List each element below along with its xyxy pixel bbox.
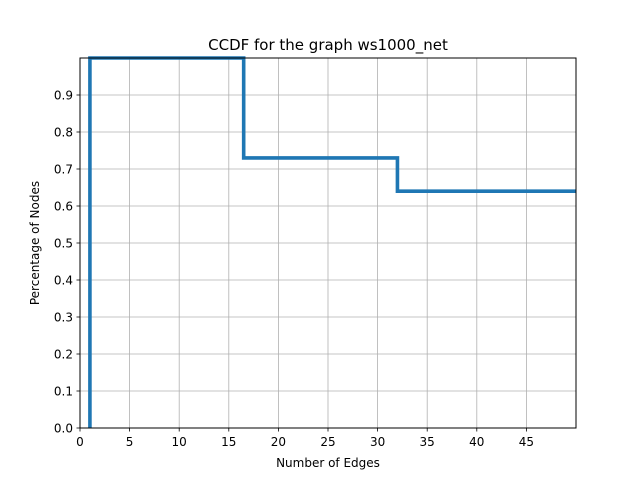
- y-tick-label: 0.5: [54, 236, 73, 250]
- x-tick-label: 30: [370, 435, 385, 449]
- x-axis-label: Number of Edges: [276, 456, 380, 470]
- x-tick-label: 25: [320, 435, 335, 449]
- y-tick-label: 0.1: [54, 384, 73, 398]
- y-tick-label: 0.6: [54, 199, 73, 213]
- x-tick-label: 20: [271, 435, 286, 449]
- x-tick-label: 10: [172, 435, 187, 449]
- x-tick-label: 40: [469, 435, 484, 449]
- y-tick-label: 0.8: [54, 125, 73, 139]
- axis-ticks: 0 5 10 15 20 25 30 35 40 45 0.0 0.1 0.2 0.3 0.4 0.5 0.6 0…: [54, 88, 534, 449]
- x-tick-label: 15: [221, 435, 236, 449]
- y-tick-label: 0.4: [54, 273, 73, 287]
- y-tick-label: 0.3: [54, 310, 73, 324]
- y-tick-label: 0.9: [54, 88, 73, 102]
- x-tick-label: 45: [519, 435, 534, 449]
- y-axis-label: Percentage of Nodes: [28, 181, 42, 305]
- y-tick-label: 0.0: [54, 421, 73, 435]
- x-tick-label: 5: [126, 435, 134, 449]
- y-tick-label: 0.7: [54, 162, 73, 176]
- chart-title: CCDF for the graph ws1000_net: [208, 36, 448, 55]
- x-tick-label: 0: [76, 435, 84, 449]
- x-tick-label: 35: [420, 435, 435, 449]
- y-tick-label: 0.2: [54, 347, 73, 361]
